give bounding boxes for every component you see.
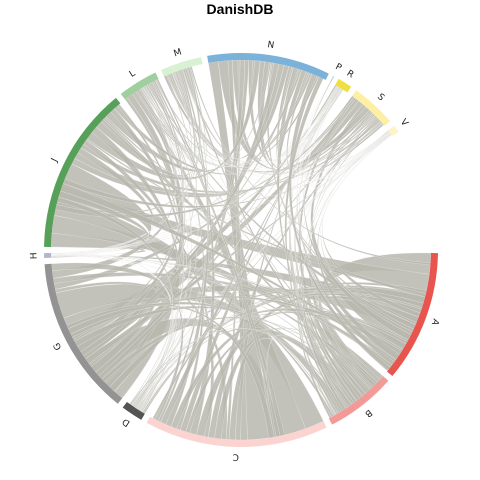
sector-C [146,416,327,447]
sector-V [388,125,399,136]
sector-L [120,72,159,100]
ribbon [284,76,344,412]
ribbon [160,88,343,425]
sector-label-C: C [233,451,240,461]
sectors-layer [44,53,438,447]
sector-label-S: S [375,92,386,103]
ribbon [288,73,391,372]
ribbon [131,133,392,407]
ribbon [307,100,393,185]
sector-N [207,53,329,80]
sector-label-D: D [121,416,132,428]
ribbon [317,133,400,361]
sector-M [161,57,203,77]
sector-A [387,252,438,377]
sector-J [44,97,121,248]
chart-title: DanishDB [207,1,274,17]
sector-label-G: G [52,341,64,352]
sector-label-V: V [398,117,410,129]
sector-S [352,90,390,126]
ribbon [320,132,413,335]
sector-label-N: N [267,40,275,51]
sector-label-L: L [128,69,138,80]
sector-label-H: H [29,252,39,259]
sector-G [44,263,123,404]
sector-D [122,401,145,420]
ribbon [141,87,380,382]
sector-H [44,252,52,259]
sector-B [328,376,389,425]
sector-label-B: B [363,407,374,419]
ribbon [129,90,188,405]
sector-label-J: J [49,157,60,165]
sector-P [329,75,335,83]
sector-label-P: P [333,62,343,74]
sector-label-A: A [429,317,441,327]
labels-layer: A B C D G H J L M N PR S V [29,40,440,461]
sector-label-R: R [345,69,356,81]
sector-label-M: M [173,47,183,59]
sector-R [335,78,352,93]
ribbons-layer [50,59,432,441]
ribbon [152,133,392,420]
